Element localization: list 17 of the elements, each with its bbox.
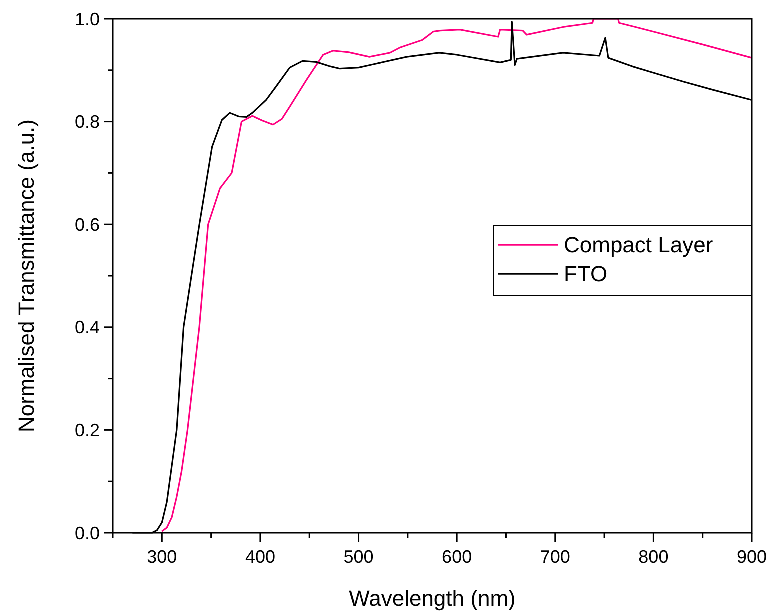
y-axis-title: Normalised Transmittance (a.u.) — [14, 120, 39, 432]
y-tick-label: 0.8 — [74, 112, 100, 132]
y-tick-label: 0.0 — [74, 523, 100, 544]
x-tick-label: 900 — [736, 547, 768, 567]
x-tick-label: 800 — [638, 547, 669, 567]
x-axis-title: Wavelength (nm) — [349, 586, 516, 611]
legend-label: FTO — [564, 262, 608, 287]
x-tick-label: 500 — [344, 547, 374, 567]
x-tick-label: 600 — [442, 547, 472, 567]
y-tick-label: 1.0 — [74, 9, 100, 30]
legend-label: Compact Layer — [564, 232, 714, 258]
x-tick-label: 700 — [540, 547, 570, 567]
y-tick-label: 0.2 — [74, 420, 100, 440]
x-tick-label: 400 — [245, 547, 276, 567]
x-tick-label: 300 — [147, 547, 178, 567]
y-tick-label: 0.4 — [74, 318, 100, 338]
y-tick-label: 0.6 — [74, 214, 100, 235]
